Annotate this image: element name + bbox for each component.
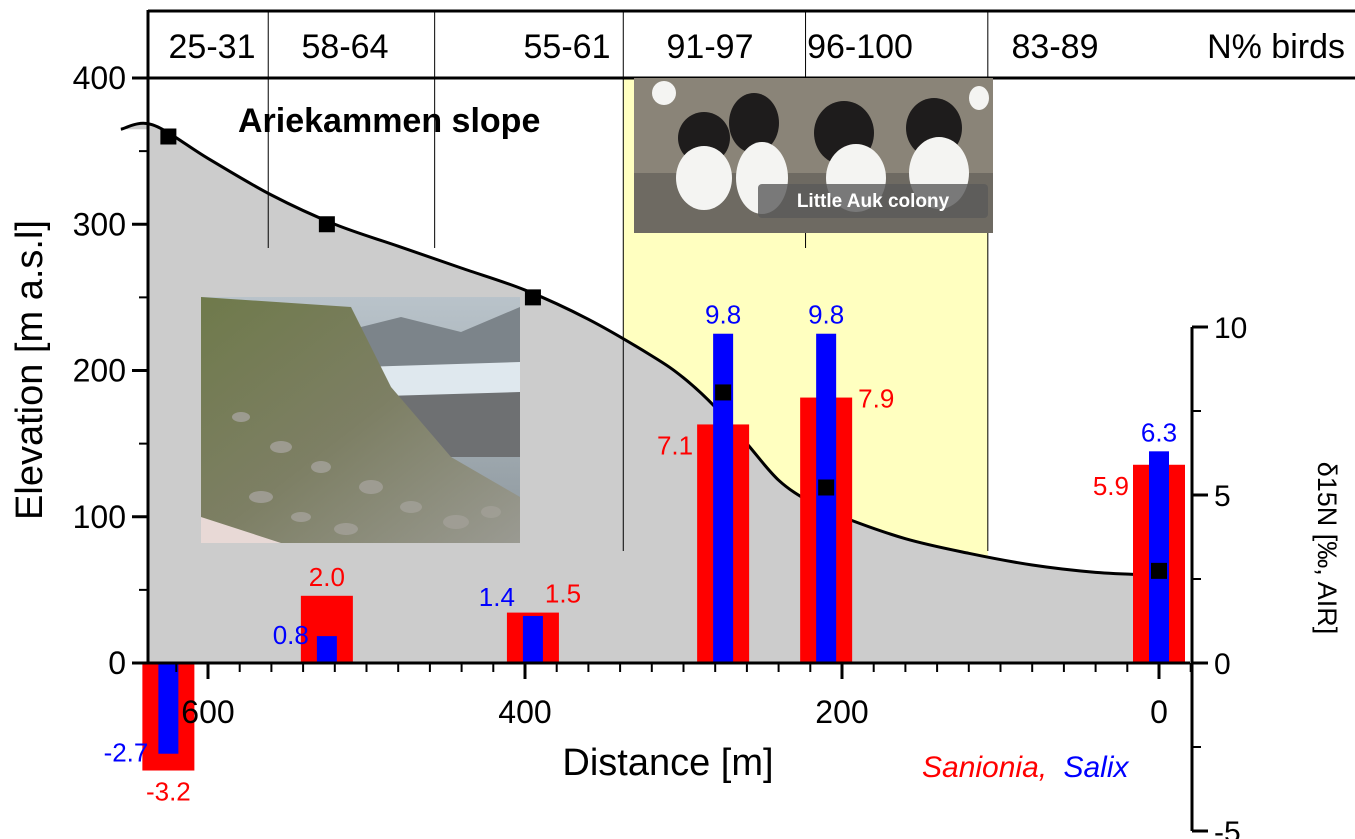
legend-sanionia: Sanionia, bbox=[922, 751, 1047, 784]
elevation-profile-line bbox=[120, 121, 1160, 577]
little-auk-colony-photo: Little Auk colony bbox=[634, 78, 993, 233]
value-label-salix-5: 6.3 bbox=[1141, 417, 1177, 447]
y2-tick-label-2: 5 bbox=[1214, 480, 1231, 513]
value-label-sanionia-0: -3.2 bbox=[146, 777, 191, 807]
x-tick-label-3: 0 bbox=[1150, 694, 1168, 730]
bar-salix-3 bbox=[713, 333, 734, 663]
chart-title: Ariekammen slope bbox=[238, 102, 540, 140]
value-label-salix-1: 0.8 bbox=[273, 620, 309, 650]
y-tick-label-4: 400 bbox=[73, 60, 126, 96]
y2-tick-label-3: 10 bbox=[1214, 312, 1247, 345]
value-label-sanionia-1: 2.0 bbox=[309, 562, 345, 592]
value-label-sanionia-3: 7.1 bbox=[657, 430, 693, 460]
y2-tick-label-1: 0 bbox=[1214, 648, 1231, 681]
value-label-sanionia-4: 7.9 bbox=[858, 384, 894, 414]
x-tick-label-1: 400 bbox=[498, 694, 551, 730]
header-zone-label-0: 25-31 bbox=[169, 28, 256, 66]
y2-tick-label-0: -5 bbox=[1214, 816, 1241, 839]
slope-landscape-photo bbox=[201, 297, 520, 543]
sample-point-1 bbox=[318, 216, 335, 233]
header-zone-label-3: 91-97 bbox=[667, 28, 754, 66]
y-tick-label-1: 100 bbox=[73, 499, 126, 535]
bar-salix-2 bbox=[522, 615, 543, 663]
header-zone-label-4: 96-100 bbox=[807, 28, 913, 66]
value-label-salix-3: 9.8 bbox=[705, 300, 741, 330]
header-zone-label-5: 83-89 bbox=[1012, 28, 1099, 66]
sample-point-5 bbox=[1151, 562, 1167, 579]
labels-layer: 25-31 58-64 55-61 91-97 96-100 83-89 N% birds -… bbox=[73, 28, 1345, 839]
y-axis-label: Elevation [m a.s.l] bbox=[9, 220, 51, 520]
header-zone-label-1: 58-64 bbox=[302, 28, 389, 66]
value-label-salix-2: 1.4 bbox=[479, 582, 515, 612]
header-zone-label-2: 55-61 bbox=[524, 28, 611, 66]
legend-salix: Salix bbox=[1063, 751, 1129, 784]
bar-salix-5 bbox=[1149, 451, 1169, 663]
x-tick-label-2: 200 bbox=[815, 694, 868, 730]
x-axis-label: Distance [m] bbox=[562, 742, 773, 784]
value-label-sanionia-5: 5.9 bbox=[1093, 471, 1129, 501]
sample-point-0 bbox=[160, 128, 177, 145]
y2-axis-label: δ15N [‰, AIR] bbox=[1312, 462, 1342, 635]
legend: Sanionia, Salix bbox=[922, 751, 1129, 784]
header-units-label: N% birds bbox=[1207, 28, 1345, 66]
photo-caption: Little Auk colony bbox=[796, 191, 950, 212]
value-label-sanionia-2: 1.5 bbox=[545, 579, 581, 609]
bar-salix-4 bbox=[816, 333, 837, 663]
value-label-salix-0: -2.7 bbox=[104, 738, 149, 768]
bars-layer bbox=[142, 128, 1185, 771]
sample-point-3 bbox=[715, 384, 732, 401]
x-tick-label-0: 600 bbox=[181, 694, 234, 730]
y-tick-label-3: 300 bbox=[73, 206, 126, 242]
value-label-salix-4: 9.8 bbox=[808, 300, 844, 330]
y-tick-label-0: 0 bbox=[108, 645, 126, 681]
bar-salix-1 bbox=[316, 636, 337, 663]
y-tick-label-2: 200 bbox=[73, 353, 126, 389]
bar-salix-0 bbox=[158, 663, 179, 754]
sample-point-4 bbox=[818, 479, 835, 496]
sample-point-2 bbox=[524, 289, 541, 306]
